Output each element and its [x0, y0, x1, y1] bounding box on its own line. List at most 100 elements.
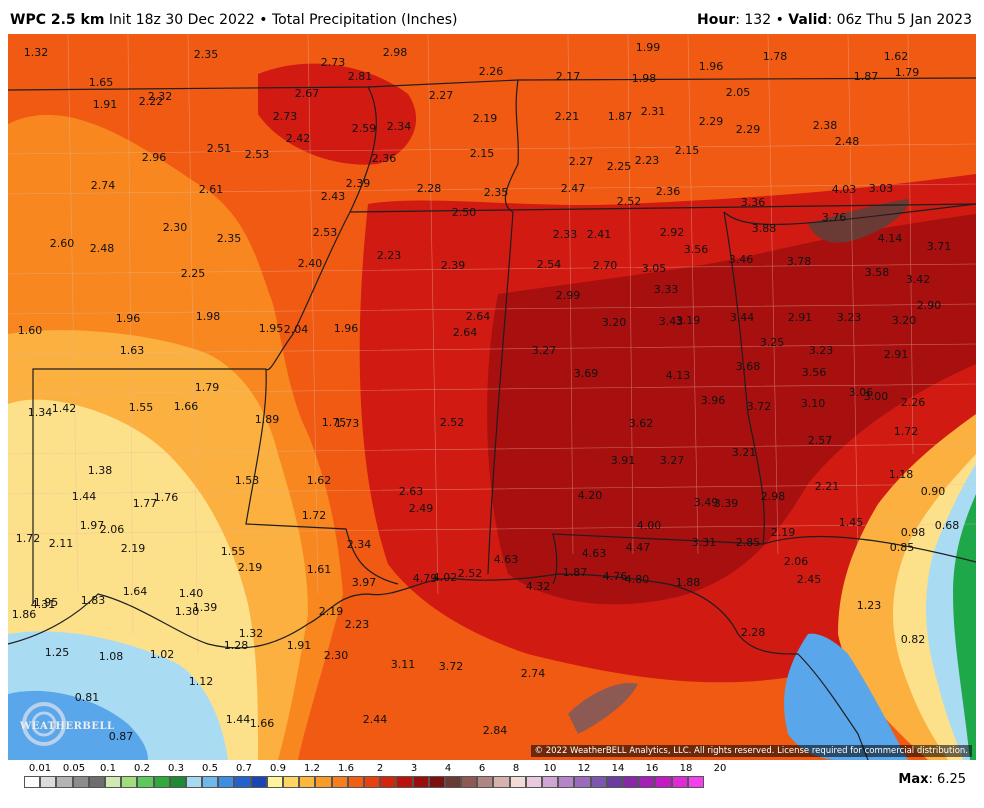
- precip-value-label: 2.92: [660, 226, 685, 239]
- precip-value-label: 3.27: [660, 454, 685, 467]
- precip-value-label: 2.29: [699, 115, 724, 128]
- precip-value-label: 3.27: [532, 344, 557, 357]
- precip-dark-red-zone: [487, 214, 976, 605]
- precip-value-label: 2.35: [194, 48, 219, 61]
- precip-value-label: 2.28: [741, 626, 766, 639]
- precip-value-label: 1.30: [175, 605, 200, 618]
- precip-value-label: 2.90: [917, 299, 942, 312]
- legend-color-cell: [283, 776, 300, 788]
- precip-value-label: 2.48: [90, 242, 115, 255]
- legend-color-cell: [266, 776, 283, 788]
- hour-label: Hour: [697, 12, 736, 28]
- precip-value-label: 2.15: [675, 144, 700, 157]
- precip-value-label: 2.96: [142, 151, 167, 164]
- precip-value-label: 1.66: [174, 400, 199, 413]
- precip-value-label: 1.95: [259, 322, 284, 335]
- precip-value-label: 2.05: [726, 86, 751, 99]
- precip-value-label: 1.32: [24, 46, 49, 59]
- precip-value-label: 1.91: [287, 639, 312, 652]
- precip-value-label: 2.11: [49, 537, 74, 550]
- precipitation-map: 1.32 2.35 2.73 2.98 1.99 1.62 2.26 2.81 2.17 1.98…: [8, 34, 976, 760]
- precip-value-label: 3.05: [642, 262, 667, 275]
- precip-value-label: 2.74: [91, 179, 116, 192]
- legend-color-cell: [461, 776, 478, 788]
- precip-value-label: 2.52: [440, 416, 465, 429]
- legend-color-cell: [104, 776, 122, 788]
- precip-value-label: 1.79: [895, 66, 920, 79]
- precip-value-label: 1.95: [34, 596, 59, 609]
- legend-color-cell: [347, 776, 364, 788]
- weatherbell-logo-text: WEATHERBELL: [20, 721, 115, 732]
- precip-value-label: 2.73: [273, 110, 298, 123]
- precip-value-label: 2.23: [635, 154, 660, 167]
- header: WPC 2.5 km Init 18z 30 Dec 2022 • Total …: [0, 0, 984, 34]
- precip-value-label: 2.52: [458, 567, 483, 580]
- copyright-notice: © 2022 WeatherBELL Analytics, LLC. All r…: [530, 745, 972, 757]
- legend-color-cell: [655, 776, 672, 788]
- precip-value-label: 3.62: [629, 417, 654, 430]
- precip-value-label: 3.25: [760, 336, 785, 349]
- legend-color-cell: [363, 776, 381, 788]
- precip-value-label: 2.50: [452, 206, 477, 219]
- precip-value-label: 1.12: [189, 675, 214, 688]
- precip-value-label: 4.14: [878, 232, 903, 245]
- precip-value-label: 3.96: [701, 394, 726, 407]
- precip-value-label: 2.59: [352, 122, 377, 135]
- precip-value-label: 2.30: [163, 221, 188, 234]
- precip-value-label: 2.53: [313, 226, 338, 239]
- precip-value-label: 1.60: [18, 324, 43, 337]
- precip-value-label: 2.61: [199, 183, 224, 196]
- legend-color-cell: [185, 776, 203, 788]
- precip-value-label: 0.90: [921, 485, 946, 498]
- legend-color-cell: [396, 776, 413, 788]
- legend-color-cell: [590, 776, 607, 788]
- precip-value-label: 3.69: [574, 367, 599, 380]
- precip-value-label: 3.97: [352, 576, 377, 589]
- precip-value-label: 3.71: [927, 240, 952, 253]
- legend-tick-label: 20: [713, 763, 727, 774]
- max-value: 6.25: [937, 772, 966, 787]
- precip-value-label: 1.18: [889, 468, 914, 481]
- precip-value-label: 2.42: [286, 132, 311, 145]
- precip-value-label: 1.08: [99, 650, 124, 663]
- bullet-separator: •: [775, 12, 784, 28]
- precip-value-label: 3.36: [741, 196, 766, 209]
- precip-value-label: 2.51: [207, 142, 232, 155]
- legend-color-cell: [24, 776, 41, 788]
- precip-value-label: 1.73: [335, 417, 360, 430]
- title-left: WPC 2.5 km Init 18z 30 Dec 2022 • Total …: [10, 12, 457, 28]
- precip-value-label: 2.39: [441, 259, 466, 272]
- precip-value-label: 1.75: [322, 416, 347, 429]
- precip-value-label: 1.83: [81, 594, 106, 607]
- precip-value-label: 3.49: [694, 496, 719, 509]
- precip-value-label: 0.68: [935, 519, 960, 532]
- legend-color-cell: [218, 776, 235, 788]
- precip-value-label: 3.21: [732, 446, 757, 459]
- precip-value-label: 2.22: [139, 95, 164, 108]
- precip-value-label: 1.77: [133, 497, 158, 510]
- legend-color-cell: [331, 776, 348, 788]
- precip-value-label: 3.23: [809, 344, 834, 357]
- precip-value-label: 2.63: [399, 485, 424, 498]
- legend-tick-label: 6: [478, 763, 486, 774]
- precip-value-label: 3.46: [729, 253, 754, 266]
- precip-value-label: 2.39: [346, 177, 371, 190]
- precip-value-label: 1.76: [154, 491, 179, 504]
- precip-blue-zone-southeast: [784, 633, 908, 760]
- precip-value-label: 1.72: [894, 425, 919, 438]
- precip-value-label: 1.98: [632, 72, 657, 85]
- precip-value-label: 4.63: [494, 553, 519, 566]
- precip-value-label: 3.42: [906, 273, 931, 286]
- precip-value-label: 2.41: [587, 228, 612, 241]
- precip-value-label: 1.88: [676, 576, 701, 589]
- precip-value-labels: 1.32 2.35 2.73 2.98 1.99 1.62 2.26 2.81 2.17 1.98…: [12, 41, 960, 743]
- precip-value-label: 3.39: [714, 497, 739, 510]
- precip-value-label: 1.40: [179, 587, 204, 600]
- precip-value-label: 2.35: [217, 232, 242, 245]
- precip-value-label: 1.96: [334, 322, 359, 335]
- legend-tick-label: 0.5: [202, 763, 218, 774]
- precip-value-label: 2.40: [298, 257, 323, 270]
- precip-value-label: 2.48: [835, 135, 860, 148]
- legend-color-cell: [477, 776, 494, 788]
- precip-value-label: 2.43: [321, 190, 346, 203]
